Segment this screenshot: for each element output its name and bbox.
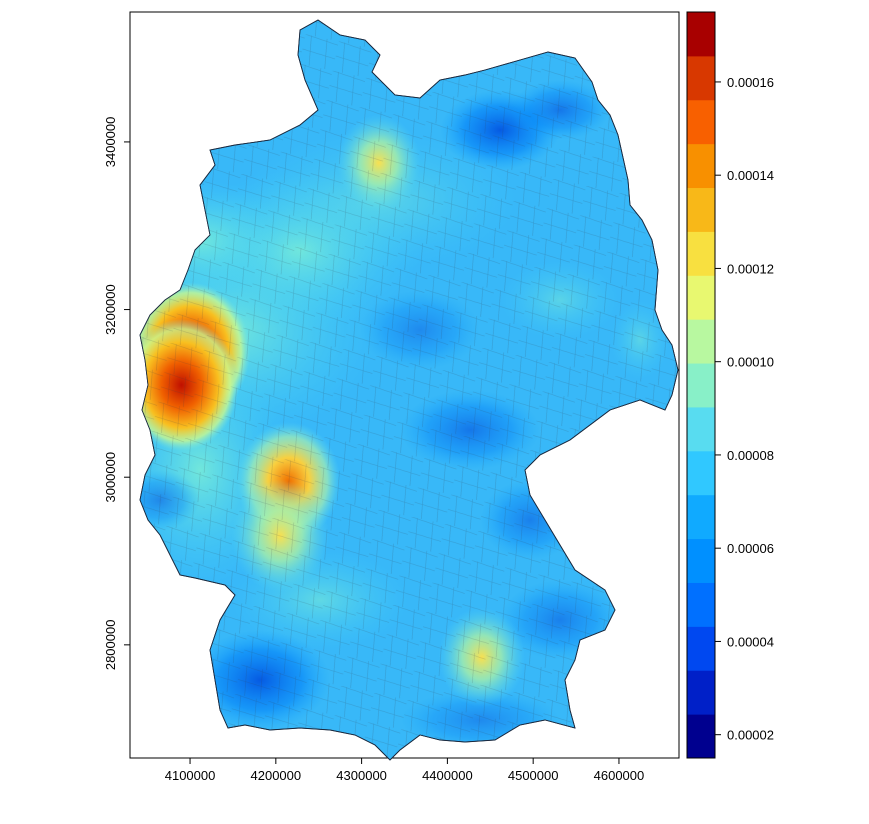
x-tick-label: 4600000 (594, 768, 645, 783)
colorbar-tick-label: 0.00006 (727, 541, 774, 556)
colorbar-tick-label: 0.00008 (727, 448, 774, 463)
colorbar-swatch (687, 494, 715, 540)
colorbar-swatch (687, 275, 715, 320)
colorbar-tick-label: 0.00016 (727, 75, 774, 90)
colorbar-swatch (687, 714, 715, 759)
colorbar-swatch (687, 187, 715, 232)
colorbar-tick-label: 0.00004 (727, 634, 774, 649)
colorbar-tick-label: 0.00010 (727, 355, 774, 370)
country-border (139, 19, 679, 761)
colorbar-swatch (687, 538, 715, 583)
plot-frame (129, 11, 680, 759)
colorbar-legend: 0.00002 0.00004 0.00006 0.00008 0.00010 0.000… (686, 11, 774, 759)
germany-map (139, 19, 679, 761)
y-tick-label: 3400000 (103, 117, 118, 168)
colorbar-swatch (687, 670, 715, 715)
colorbar-tick-label: 0.00012 (727, 261, 774, 276)
colorbar-tick-label: 0.00002 (727, 728, 774, 743)
colorbar-swatch (687, 450, 715, 496)
colorbar-tick-label: 0.00014 (727, 168, 774, 183)
colorbar-swatch (687, 55, 715, 101)
y-tick-label: 3200000 (103, 284, 118, 335)
x-tick-label: 4200000 (251, 768, 302, 783)
x-tick-label: 4500000 (508, 768, 559, 783)
colorbar-swatch (687, 406, 715, 452)
y-tick-label: 3000000 (103, 452, 118, 503)
x-tick-label: 4400000 (422, 768, 473, 783)
colorbar-swatch (687, 143, 715, 189)
colorbar-swatch (687, 582, 715, 627)
x-axis: 4100000 4200000 4300000 4400000 4500000 46000… (165, 758, 645, 783)
y-axis: 2800000 3000000 3200000 3400000 (103, 117, 130, 671)
colorbar-frame (686, 11, 716, 759)
colorbar-swatch (687, 319, 715, 364)
y-tick-label: 2800000 (103, 620, 118, 671)
x-tick-label: 4100000 (165, 768, 216, 783)
colorbar-swatch (687, 363, 715, 408)
colorbar-swatch (687, 99, 715, 145)
colorbar-swatch (687, 626, 715, 671)
x-tick-label: 4300000 (336, 768, 387, 783)
colorbar-swatch (687, 12, 715, 57)
colorbar-swatch (687, 231, 715, 276)
